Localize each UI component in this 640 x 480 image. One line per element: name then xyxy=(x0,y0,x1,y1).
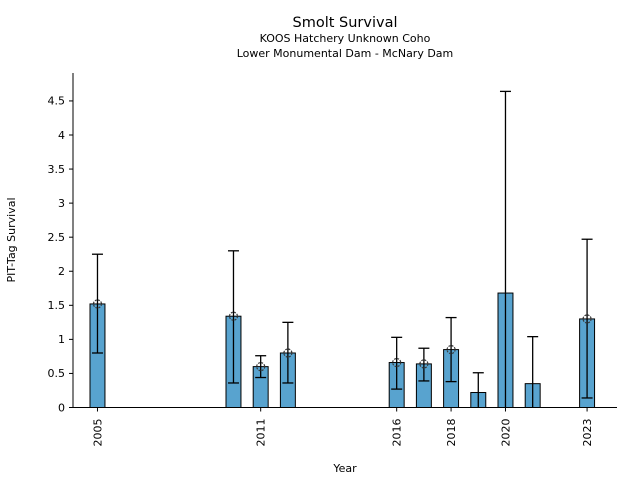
y-tick-label-4: 4 xyxy=(58,129,65,142)
x-tick-label-2005: 2005 xyxy=(91,419,104,447)
y-tick-label-3.5: 3.5 xyxy=(48,163,66,176)
y-tick-label-1: 1 xyxy=(58,333,65,346)
chart-title: Smolt Survival xyxy=(293,15,398,31)
x-tick-label-2023: 2023 xyxy=(581,419,594,447)
marker-2011 xyxy=(256,362,266,372)
marker-2018 xyxy=(446,344,456,355)
chart-subtitle-line1: KOOS Hatchery Unknown Coho xyxy=(260,32,431,45)
marker-2016 xyxy=(392,357,402,368)
x-axis-label: Year xyxy=(332,462,357,475)
y-tick-label-3: 3 xyxy=(58,197,65,210)
marker-2017 xyxy=(419,359,429,369)
x-tick-label-2018: 2018 xyxy=(445,419,458,447)
x-tick-label-2011: 2011 xyxy=(255,419,268,447)
y-tick-label-4.5: 4.5 xyxy=(48,95,66,108)
marker-2023 xyxy=(582,314,592,324)
x-tick-label-2020: 2020 xyxy=(499,419,512,447)
marker-2010 xyxy=(228,311,239,321)
chart-subtitle-line2: Lower Monumental Dam - McNary Dam xyxy=(237,47,454,60)
y-tick-label-0: 0 xyxy=(58,401,65,414)
marker-2012 xyxy=(283,348,293,358)
marker-2005 xyxy=(92,299,103,309)
x-tick-label-2016: 2016 xyxy=(391,419,404,447)
y-tick-label-0.5: 0.5 xyxy=(48,367,66,380)
y-tick-label-1.5: 1.5 xyxy=(48,299,66,312)
y-tick-label-2.5: 2.5 xyxy=(48,231,66,244)
y-axis-label: PIT-Tag Survival xyxy=(5,197,18,282)
y-tick-label-2: 2 xyxy=(58,265,65,278)
plot-area: 0 0.5 1 1.5 2 2.5 3 3.5 4 4.5 2005 2011 2016 2018 2020… xyxy=(48,73,617,447)
